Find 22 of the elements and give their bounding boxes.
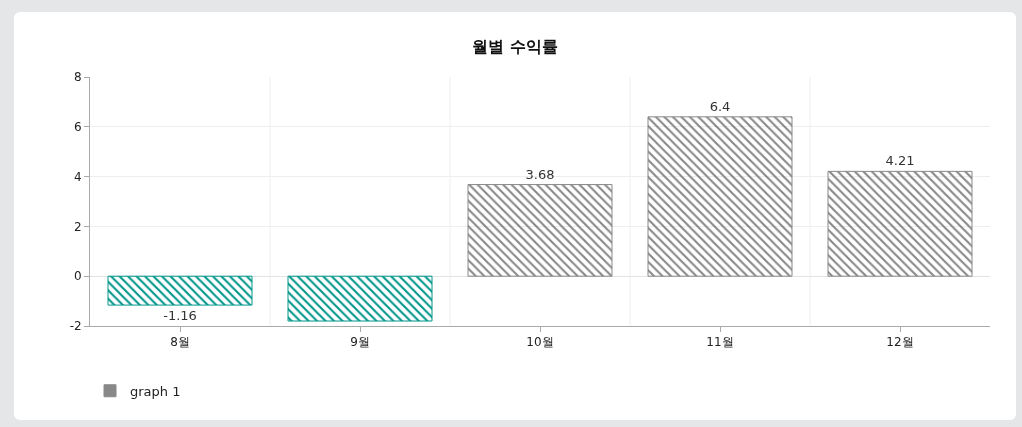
text: graph 1 [130,383,181,399]
chart-title: 월별 수익률 [472,36,558,56]
y-tick-label: 4 [73,169,82,184]
bar [467,184,613,277]
bar [647,116,793,277]
y-tick-label: 8 [73,70,82,85]
bar [287,275,433,322]
y-tick-label: 0 [73,269,82,284]
data-label: -1.16 [163,308,197,324]
x-tick-label: 8월 [170,335,190,350]
x-tick-label: 11월 [706,335,734,350]
bar [827,170,973,277]
y-tick-label: 2 [73,219,82,234]
bar [107,275,253,306]
data-label: 4.21 [885,153,915,169]
x-tick-label: 12월 [886,335,914,350]
x-tick-label: 10월 [526,335,554,350]
data-label: 3.68 [525,166,555,182]
data-label: 6.4 [709,98,731,114]
x-tick-label: 9월 [350,335,370,350]
y-tick-label: -2 [69,319,82,334]
y-tick-label: 6 [73,120,82,134]
